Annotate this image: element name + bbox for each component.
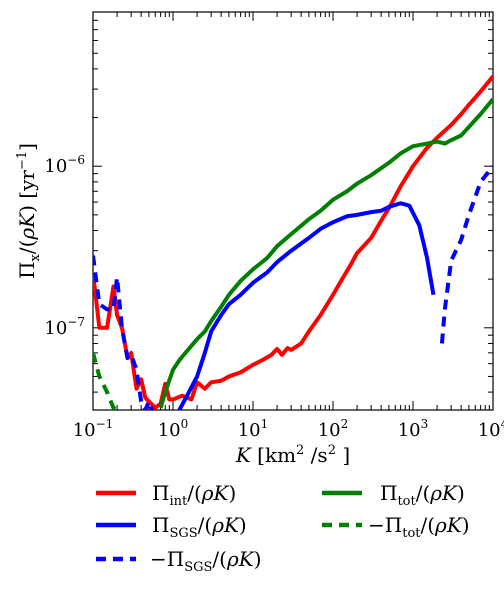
x-axis-label: K [km2 /s2 ] bbox=[235, 443, 350, 467]
svg-text:−Πtot/(ρK): −Πtot/(ρK) bbox=[368, 513, 470, 541]
x-tick-label: 102 bbox=[318, 417, 349, 441]
series-line-neg-sgs-k bbox=[439, 164, 493, 344]
series-line-sgs-k bbox=[177, 201, 436, 410]
legend-item-neg-pi-tot: −Πtot/(ρK) bbox=[322, 513, 470, 541]
series-line-tot-k bbox=[158, 97, 493, 409]
svg-text:Πtot/(ρK): Πtot/(ρK) bbox=[380, 481, 465, 509]
svg-text:Πint/(ρK): Πint/(ρK) bbox=[152, 481, 236, 509]
x-tick-label: 104 bbox=[478, 417, 504, 441]
legend-item-pi-tot: Πtot/(ρK) bbox=[322, 481, 465, 509]
legend-item-pi-sgs: ΠSGS/(ρK) bbox=[96, 513, 247, 541]
y-tick-label: 10−6 bbox=[44, 153, 85, 177]
series-line-neg-sgs-k bbox=[93, 255, 155, 410]
axis-ticks bbox=[92, 11, 494, 410]
svg-text:ΠSGS/(ρK): ΠSGS/(ρK) bbox=[152, 513, 247, 541]
series-line-int-k bbox=[93, 75, 493, 410]
plot-frame bbox=[92, 11, 494, 411]
x-tick-label: 100 bbox=[158, 417, 189, 441]
tick-labels: 10−1 100 101 102 103 104 10−7 10−6 bbox=[44, 153, 504, 441]
legend-item-neg-pi-sgs: −ΠSGS/(ρK) bbox=[96, 547, 262, 575]
legend-item-pi-int: Πint/(ρK) bbox=[96, 481, 236, 509]
x-tick-label: 10−1 bbox=[73, 417, 114, 441]
svg-text:−ΠSGS/(ρK): −ΠSGS/(ρK) bbox=[150, 547, 262, 575]
series-line-neg-tot-k bbox=[93, 352, 119, 410]
y-axis-label: Πx/(ρK) [yr−1] bbox=[15, 143, 43, 279]
x-tick-label: 101 bbox=[238, 417, 269, 441]
series-layer bbox=[93, 75, 493, 410]
x-tick-label: 103 bbox=[398, 417, 429, 441]
legend: Πint/(ρK) Πtot/(ρK) ΠSGS/(ρK) −Πtot/(ρK)… bbox=[96, 481, 470, 575]
y-tick-label: 10−7 bbox=[44, 315, 85, 339]
